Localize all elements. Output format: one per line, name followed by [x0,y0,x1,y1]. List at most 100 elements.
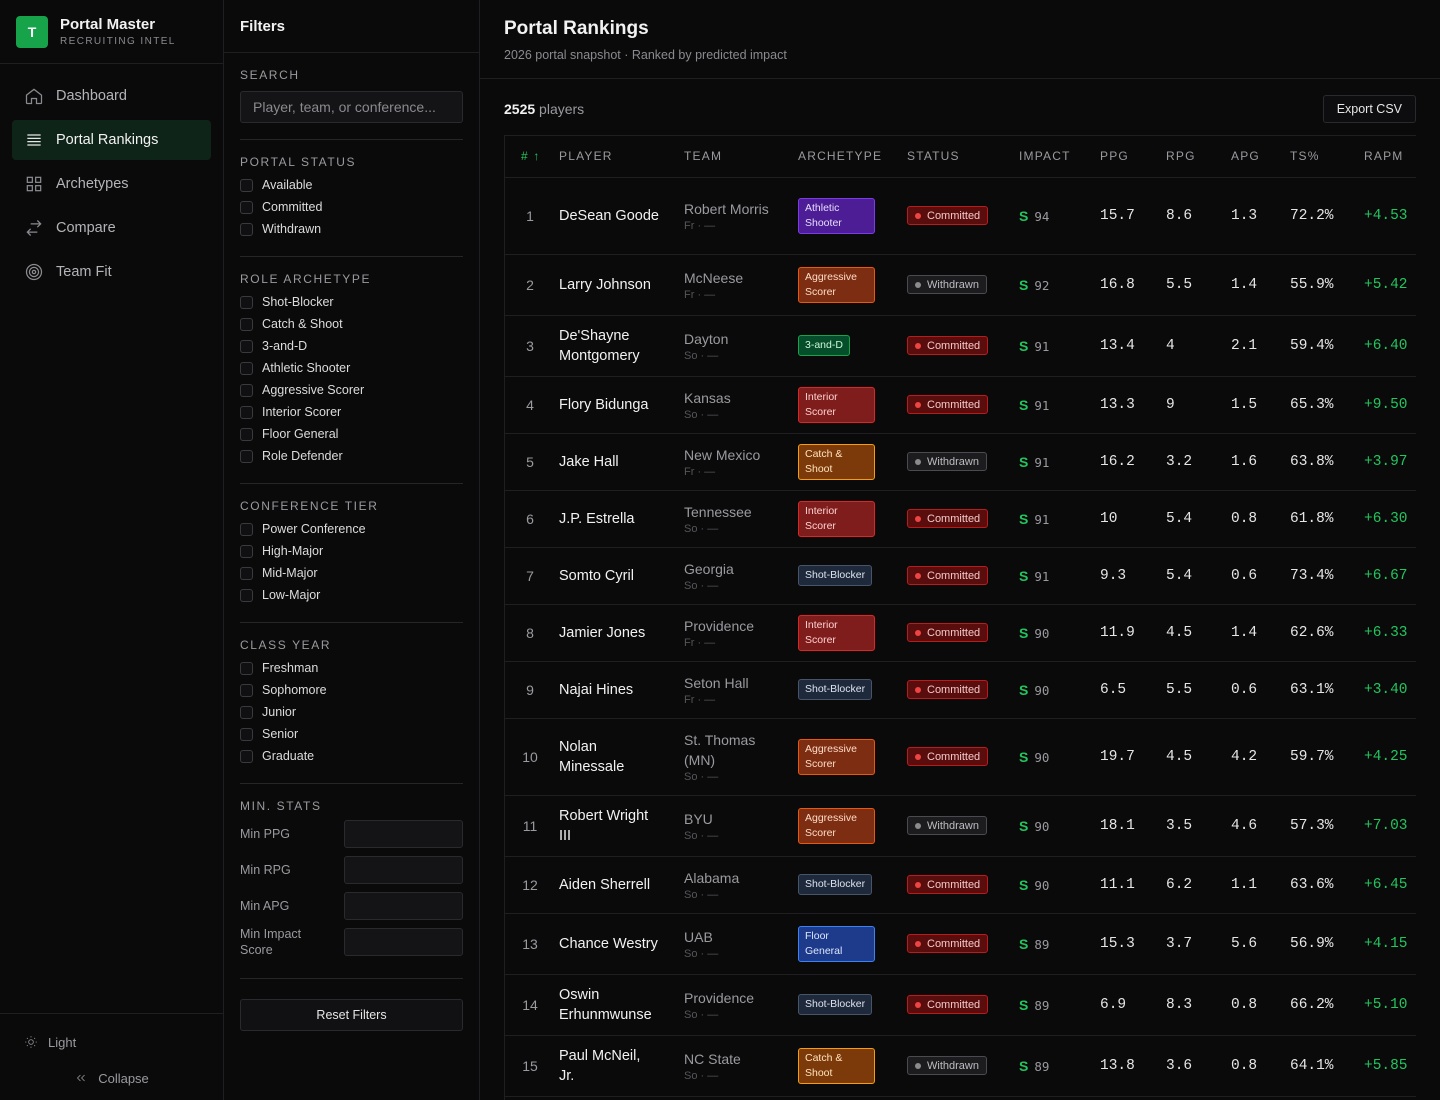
player-name[interactable]: Flory Bidunga [559,396,649,413]
nav-item-compare[interactable]: Compare [12,208,211,248]
player-name[interactable]: Chance Westry [559,935,658,952]
checkbox-box[interactable] [240,705,253,719]
table-row[interactable]: 14 Oswin Erhunmwunse Providence So · — Shot-… [505,974,1416,1036]
nav-item-archetypes[interactable]: Archetypes [12,164,211,204]
player-cell[interactable]: Oswin Erhunmwunse [559,974,684,1036]
player-name[interactable]: Oswin Erhunmwunse [559,986,652,1023]
checkbox-box[interactable] [240,200,253,214]
checkbox-box[interactable] [240,566,253,580]
player-name[interactable]: Jake Hall [559,453,619,470]
player-name[interactable]: De'Shayne Montgomery [559,327,640,364]
checkbox-box[interactable] [240,588,253,602]
checkbox-power-conference[interactable]: Power Conference [240,518,463,540]
player-cell[interactable]: Nolan Minessale [559,718,684,796]
player-cell[interactable]: Chance Westry [559,913,684,975]
nav-item-portal-rankings[interactable]: Portal Rankings [12,120,211,160]
checkbox-box[interactable] [240,405,253,419]
table-row[interactable]: 8 Jamier Jones Providence Fr · — Interior Sc… [505,604,1416,662]
table-row[interactable]: 10 Nolan Minessale St. Thomas (MN) So · — Ag… [505,718,1416,796]
column-header-rpg[interactable]: RPG [1166,136,1231,178]
checkbox-box[interactable] [240,222,253,236]
checkbox-role-defender[interactable]: Role Defender [240,445,463,467]
checkbox-box[interactable] [240,449,253,463]
table-row[interactable]: 3 De'Shayne Montgomery Dayton So · — 3-and-D… [505,315,1416,377]
export-csv-button[interactable]: Export CSV [1322,95,1416,123]
theme-toggle[interactable]: Light [24,1032,199,1052]
table-row[interactable]: 4 Flory Bidunga Kansas So · — Interior Score… [505,376,1416,434]
nav-item-team-fit[interactable]: Team Fit [12,252,211,292]
player-cell[interactable]: Najai Hines [559,661,684,719]
checkbox-box[interactable] [240,661,253,675]
checkbox-box[interactable] [240,361,253,375]
player-cell[interactable]: DeSean Goode [559,177,684,255]
table-row[interactable]: 12 Aiden Sherrell Alabama So · — Shot-Blocke… [505,856,1416,914]
player-name[interactable]: J.P. Estrella [559,510,635,527]
column-header-player[interactable]: PLAYER [559,136,684,178]
min-ppg-input[interactable] [344,820,463,848]
player-name[interactable]: Najai Hines [559,681,634,698]
checkbox-withdrawn[interactable]: Withdrawn [240,218,463,240]
checkbox-high-major[interactable]: High-Major [240,540,463,562]
checkbox-3-and-d[interactable]: 3-and-D [240,335,463,357]
table-row[interactable]: 9 Najai Hines Seton Hall Fr · — Shot-Blocker… [505,661,1416,719]
column-header-impact[interactable]: IMPACT [1019,136,1100,178]
player-name[interactable]: Nolan Minessale [559,738,625,775]
table-row[interactable]: 7 Somto Cyril Georgia So · — Shot-Blocker Com… [505,547,1416,605]
player-name[interactable]: Paul McNeil, Jr. [559,1047,641,1084]
checkbox-senior[interactable]: Senior [240,723,463,745]
checkbox-athletic-shooter[interactable]: Athletic Shooter [240,357,463,379]
column-header-archetype[interactable]: ARCHETYPE [798,136,907,178]
checkbox-box[interactable] [240,339,253,353]
checkbox-catch-shoot[interactable]: Catch & Shoot [240,313,463,335]
column-header-ppg[interactable]: PPG [1100,136,1166,178]
player-name[interactable]: DeSean Goode [559,207,659,224]
table-row[interactable]: 6 J.P. Estrella Tennessee So · — Interior Sc… [505,490,1416,548]
table-row[interactable]: 11 Robert Wright III BYU So · — Aggressive S… [505,795,1416,857]
checkbox-available[interactable]: Available [240,174,463,196]
checkbox-box[interactable] [240,727,253,741]
min-rpg-input[interactable] [344,856,463,884]
min-impact-input[interactable] [344,928,463,956]
player-cell[interactable]: Jake Hall [559,433,684,491]
player-cell[interactable]: Flory Bidunga [559,376,684,434]
checkbox-committed[interactable]: Committed [240,196,463,218]
player-cell[interactable]: Paul McNeil, Jr. [559,1035,684,1097]
player-cell[interactable]: De'Shayne Montgomery [559,315,684,377]
checkbox-box[interactable] [240,317,253,331]
column-header-rank[interactable]: # ↑ [505,136,559,178]
table-row[interactable]: 13 Chance Westry UAB So · — Floor General Com… [505,913,1416,975]
checkbox-graduate[interactable]: Graduate [240,745,463,767]
checkbox-box[interactable] [240,544,253,558]
checkbox-floor-general[interactable]: Floor General [240,423,463,445]
reset-filters-button[interactable]: Reset Filters [240,999,463,1031]
checkbox-mid-major[interactable]: Mid-Major [240,562,463,584]
checkbox-box[interactable] [240,522,253,536]
table-row[interactable]: 1 DeSean Goode Robert Morris Fr · — Athletic… [505,177,1416,255]
checkbox-box[interactable] [240,749,253,763]
checkbox-interior-scorer[interactable]: Interior Scorer [240,401,463,423]
checkbox-shot-blocker[interactable]: Shot-Blocker [240,291,463,313]
min-apg-input[interactable] [344,892,463,920]
player-name[interactable]: Somto Cyril [559,567,634,584]
player-cell[interactable]: Larry Johnson [559,254,684,316]
player-cell[interactable]: Robert Wright III [559,795,684,857]
column-header-team[interactable]: TEAM [684,136,798,178]
column-header-status[interactable]: STATUS [907,136,1019,178]
checkbox-aggressive-scorer[interactable]: Aggressive Scorer [240,379,463,401]
player-name[interactable]: Jamier Jones [559,624,646,641]
table-row[interactable]: 5 Jake Hall New Mexico Fr · — Catch & Shoot W… [505,433,1416,491]
checkbox-junior[interactable]: Junior [240,701,463,723]
checkbox-box[interactable] [240,295,253,309]
player-name[interactable]: Aiden Sherrell [559,876,651,893]
checkbox-low-major[interactable]: Low-Major [240,584,463,606]
checkbox-sophomore[interactable]: Sophomore [240,679,463,701]
player-name[interactable]: Robert Wright III [559,807,649,844]
table-row[interactable]: 2 Larry Johnson McNeese Fr · — Aggressive Sc… [505,254,1416,316]
column-header-apg[interactable]: APG [1231,136,1290,178]
search-input[interactable] [240,91,463,123]
checkbox-freshman[interactable]: Freshman [240,657,463,679]
collapse-button[interactable]: Collapse [24,1068,199,1088]
player-name[interactable]: Larry Johnson [559,276,651,293]
player-cell[interactable]: Jamier Jones [559,604,684,662]
checkbox-box[interactable] [240,383,253,397]
